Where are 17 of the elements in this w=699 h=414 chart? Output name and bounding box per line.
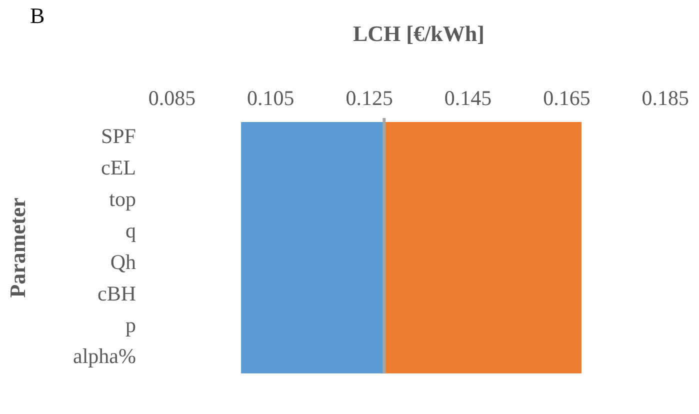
text: B: [30, 2, 45, 28]
y-tick-label: SPF: [100, 124, 136, 148]
y-axis-title: Parameter: [4, 197, 30, 298]
x-tick-label: 0.145: [444, 86, 492, 110]
x-tick-label: 0.085: [148, 86, 196, 110]
y-tick-label: cEL: [101, 156, 136, 180]
x-tick-label: 0.125: [346, 86, 393, 110]
y-tick-label: alpha%: [73, 344, 136, 368]
x-tick-label: 0.105: [247, 86, 294, 110]
y-tick-label: p: [126, 312, 136, 337]
y-tick-label: cBH: [98, 281, 136, 306]
y-tick-label: Qh: [110, 250, 136, 274]
y-tick-label: q: [126, 218, 136, 243]
y-tick-label: top: [109, 187, 136, 212]
x-tick-label: 0.185: [642, 86, 689, 110]
x-axis-title: LCH [€/kWh]: [352, 20, 484, 46]
x-tick-label: 0.165: [543, 86, 590, 110]
